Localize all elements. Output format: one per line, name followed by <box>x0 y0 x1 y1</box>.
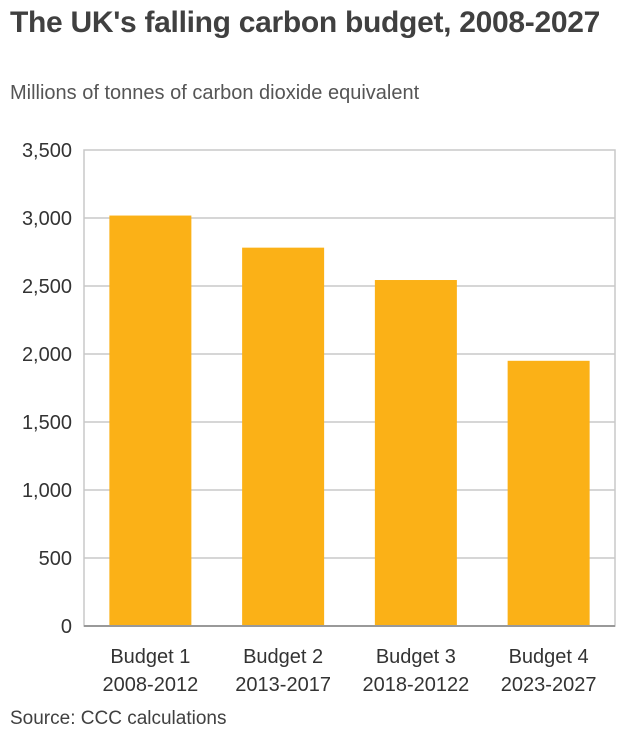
bar <box>242 247 325 626</box>
y-tick-label: 2,500 <box>22 276 72 298</box>
x-tick-label: 2013-2017 <box>235 674 331 696</box>
x-tick-label: Budget 2 <box>243 646 323 668</box>
y-tick-label: 2,000 <box>22 344 72 366</box>
y-tick-label: 1,000 <box>22 480 72 502</box>
x-tick-label: 2008-2012 <box>103 674 199 696</box>
chart-subtitle: Millions of tonnes of carbon dioxide equ… <box>10 82 420 104</box>
source-note: Source: CCC calculations <box>10 708 227 729</box>
y-tick-label: 3,500 <box>22 140 72 162</box>
x-tick-label: Budget 4 <box>509 646 589 668</box>
y-tick-label: 0 <box>61 616 72 638</box>
bar <box>109 215 192 626</box>
x-tick-label: Budget 1 <box>110 646 190 668</box>
y-tick-label: 1,500 <box>22 412 72 434</box>
chart-title: The UK's falling carbon budget, 2008-202… <box>10 6 600 39</box>
bar <box>507 360 590 626</box>
bar <box>374 280 457 626</box>
x-tick-label: 2018-20122 <box>362 674 469 696</box>
x-tick-label: 2023-2027 <box>501 674 597 696</box>
y-tick-label: 3,000 <box>22 208 72 230</box>
x-tick-label: Budget 3 <box>376 646 456 668</box>
y-tick-label: 500 <box>39 548 72 570</box>
